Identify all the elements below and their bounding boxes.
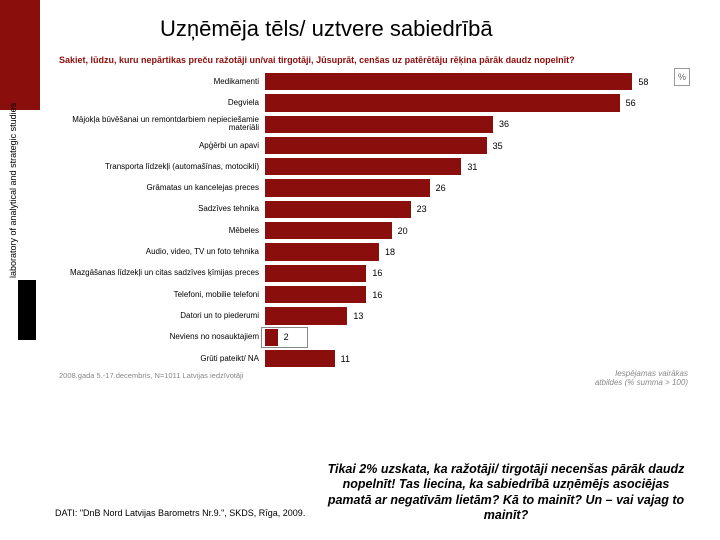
commentary-text: Tikai 2% uzskata, ka ražotāji/ tirgotāji… bbox=[320, 462, 692, 525]
bar-list: Medikamenti 58 Degviela 56 Mājokļa būvēšanai… bbox=[55, 71, 675, 369]
bar-label: Telefoni, mobilie telefoni bbox=[55, 291, 265, 299]
bar-fill bbox=[265, 158, 461, 175]
bar-value: 11 bbox=[341, 348, 350, 369]
bar-value: 56 bbox=[626, 92, 636, 113]
bar-value: 58 bbox=[638, 71, 648, 92]
bar-row: Sadzīves tehnika 23 bbox=[55, 199, 675, 220]
bar-row: Mazgāšanas līdzekļi un citas sadzīves ķī… bbox=[55, 263, 675, 284]
bar-track: 16 bbox=[265, 263, 675, 284]
bar-track: 26 bbox=[265, 177, 675, 198]
bar-label: Grūti pateikt/ NA bbox=[55, 355, 265, 363]
page-title: Uzņēmēja tēls/ uztvere sabiedrībā bbox=[160, 16, 493, 42]
bar-row: Degviela 56 bbox=[55, 92, 675, 113]
bar-label: Grāmatas un kancelejas preces bbox=[55, 184, 265, 192]
bar-value: 20 bbox=[398, 220, 408, 241]
chart-container: Sakiet, lūdzu, kuru nepārtikas preču raž… bbox=[55, 55, 675, 433]
bar-label: Neviens no nosauktajiem bbox=[55, 333, 265, 341]
bar-fill bbox=[265, 179, 430, 196]
bar-fill bbox=[265, 222, 392, 239]
bar-label: Medikamenti bbox=[55, 78, 265, 86]
bar-fill bbox=[265, 350, 335, 367]
bar-row: Apģērbi un apavi 35 bbox=[55, 135, 675, 156]
bar-row: Telefoni, mobilie telefoni 16 bbox=[55, 284, 675, 305]
bar-row: Medikamenti 58 bbox=[55, 71, 675, 92]
highlight-box bbox=[261, 327, 308, 348]
bar-value: 31 bbox=[467, 156, 477, 177]
bar-row: Neviens no nosauktajiem2 bbox=[55, 327, 675, 348]
bar-row: Datori un to piederumi 13 bbox=[55, 305, 675, 326]
bar-track: 2 bbox=[265, 327, 675, 348]
sidebar-black-block bbox=[18, 280, 36, 340]
bar-track: 56 bbox=[265, 92, 675, 113]
side-note-l1: Iespējamas vairākas bbox=[615, 369, 688, 378]
percent-unit-box: % bbox=[674, 68, 690, 86]
bar-label: Mēbeles bbox=[55, 227, 265, 235]
bar-value: 16 bbox=[372, 263, 382, 284]
chart-question: Sakiet, lūdzu, kuru nepārtikas preču raž… bbox=[59, 55, 675, 65]
bar-track: 23 bbox=[265, 199, 675, 220]
bar-fill bbox=[265, 201, 411, 218]
side-note-l2: atbildes (% summa > 100) bbox=[595, 378, 688, 387]
bar-fill bbox=[265, 116, 493, 133]
bar-row: Mājokļa būvēšanai un remontdarbiem nepie… bbox=[55, 114, 675, 135]
bar-label: Sadzīves tehnika bbox=[55, 205, 265, 213]
bar-label: Datori un to piederumi bbox=[55, 312, 265, 320]
bar-row: Transporta līdzekļi (automašīnas, motoci… bbox=[55, 156, 675, 177]
slide: laboratory of analytical and strategic s… bbox=[0, 0, 720, 540]
bar-track: 36 bbox=[265, 114, 675, 135]
bar-value: 13 bbox=[353, 305, 363, 326]
bar-label: Degviela bbox=[55, 99, 265, 107]
bar-fill bbox=[265, 94, 620, 111]
bar-row: Grūti pateikt/ NA 11 bbox=[55, 348, 675, 369]
sample-note: 2008.gada 5.-17.decembris, N=1011 Latvij… bbox=[59, 371, 675, 380]
bar-track: 31 bbox=[265, 156, 675, 177]
data-source: DATI: "DnB Nord Latvijas Barometrs Nr.9.… bbox=[55, 508, 305, 518]
bar-track: 35 bbox=[265, 135, 675, 156]
bar-value: 35 bbox=[493, 135, 503, 156]
bar-row: Mēbeles 20 bbox=[55, 220, 675, 241]
bar-value: 18 bbox=[385, 241, 395, 262]
bar-fill bbox=[265, 137, 487, 154]
bar-label: Audio, video, TV un foto tehnika bbox=[55, 248, 265, 256]
bar-track: 20 bbox=[265, 220, 675, 241]
bar-fill bbox=[265, 307, 347, 324]
bar-label: Transporta līdzekļi (automašīnas, motoci… bbox=[55, 163, 265, 171]
bar-track: 16 bbox=[265, 284, 675, 305]
bar-fill bbox=[265, 286, 366, 303]
bar-label: Mazgāšanas līdzekļi un citas sadzīves ķī… bbox=[55, 269, 265, 277]
bar-fill bbox=[265, 73, 632, 90]
bar-value: 26 bbox=[436, 177, 446, 198]
bar-value: 16 bbox=[372, 284, 382, 305]
bar-value: 23 bbox=[417, 199, 427, 220]
bar-value: 36 bbox=[499, 114, 509, 135]
sidebar-badge: laboratory of analytical and strategic s… bbox=[18, 140, 38, 340]
bar-label: Apģērbi un apavi bbox=[55, 142, 265, 150]
sidebar-label: laboratory of analytical and strategic s… bbox=[8, 78, 18, 278]
brand-red-bar bbox=[0, 0, 40, 110]
bar-row: Grāmatas un kancelejas preces 26 bbox=[55, 177, 675, 198]
bar-track: 13 bbox=[265, 305, 675, 326]
bar-label: Mājokļa būvēšanai un remontdarbiem nepie… bbox=[55, 116, 265, 132]
bar-track: 58 bbox=[265, 71, 675, 92]
bar-track: 11 bbox=[265, 348, 675, 369]
bar-track: 18 bbox=[265, 241, 675, 262]
bar-fill bbox=[265, 243, 379, 260]
bar-fill bbox=[265, 265, 366, 282]
bar-row: Audio, video, TV un foto tehnika 18 bbox=[55, 241, 675, 262]
multi-answer-note: Iespējamas vairākas atbildes (% summa > … bbox=[595, 370, 688, 388]
